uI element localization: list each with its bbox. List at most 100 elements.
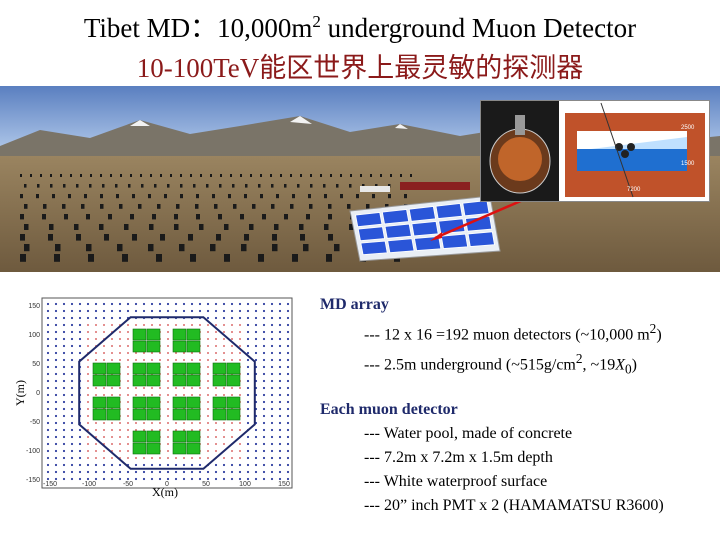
- array-detector-dot: [215, 345, 217, 347]
- array-detector-dot: [103, 345, 105, 347]
- field-detector: [310, 174, 312, 177]
- array-detector-dot: [127, 443, 129, 445]
- array-detector-dot: [262, 372, 266, 376]
- field-detector: [274, 224, 279, 230]
- array-detector-dot: [54, 442, 58, 446]
- array-detector-dot: [278, 400, 282, 404]
- array-detector-dot: [54, 302, 58, 306]
- array-detector-dot: [134, 463, 138, 467]
- array-detector-dot: [191, 422, 193, 424]
- field-detector: [130, 214, 134, 220]
- field-detector: [220, 174, 222, 177]
- field-detector: [366, 204, 370, 209]
- array-detector-dot: [254, 344, 258, 348]
- array-detector-dot: [143, 429, 145, 431]
- field-detector: [219, 184, 222, 188]
- array-detector-dot: [151, 324, 153, 326]
- array-detector-dot: [183, 422, 185, 424]
- array-detector-dot: [270, 477, 274, 481]
- array-detector-dot: [270, 400, 274, 404]
- array-detector-dot: [270, 358, 274, 362]
- array-detector-dot: [207, 359, 209, 361]
- field-detector: [241, 244, 247, 252]
- field-detector: [199, 224, 204, 230]
- array-detector-dot: [127, 401, 129, 403]
- array-detector-dot: [70, 407, 74, 411]
- array-detector-dot: [270, 330, 274, 334]
- array-detector-dot: [166, 302, 170, 306]
- field-detector: [119, 204, 123, 209]
- array-detector-dot: [46, 456, 50, 460]
- array-detector-dot: [70, 386, 74, 390]
- field-detector: [37, 184, 40, 188]
- array-detector-dot: [270, 372, 274, 376]
- array-detector-dot: [94, 470, 98, 474]
- array-detector-dot: [206, 302, 210, 306]
- array-detector-dot: [111, 359, 113, 361]
- field-detector: [388, 184, 391, 188]
- array-detector-dot: [254, 428, 258, 432]
- array-detector-dot: [223, 429, 225, 431]
- array-detector-dot: [198, 477, 202, 481]
- array-detector-dot: [119, 443, 121, 445]
- array-detector-dot: [286, 477, 290, 481]
- field-detector: [330, 174, 332, 177]
- array-detector-dot: [127, 450, 129, 452]
- array-detector-dot: [286, 393, 290, 397]
- array-detector-dot: [207, 352, 209, 354]
- field-detector: [48, 234, 53, 241]
- field-detector: [120, 174, 122, 177]
- array-detector-dot: [95, 450, 97, 452]
- array-detector-dot: [262, 386, 266, 390]
- array-detector-dot: [174, 309, 178, 313]
- array-detector-dot: [278, 428, 282, 432]
- array-detector-dot: [239, 345, 241, 347]
- array-detector-dot: [167, 436, 169, 438]
- array-detector-dot: [62, 365, 66, 369]
- field-detector: [115, 184, 118, 188]
- title-prefix: Tibet MD：10,000m: [83, 13, 313, 43]
- array-detector-dot: [223, 324, 225, 326]
- field-detector: [188, 234, 193, 241]
- array-detector-dot: [207, 450, 209, 452]
- array-detector-dot: [190, 309, 194, 313]
- array-detector-dot: [223, 352, 225, 354]
- field-detector: [76, 184, 79, 188]
- array-detector-dot: [78, 456, 82, 460]
- field-detector: [100, 194, 103, 199]
- field-detector: [370, 174, 372, 177]
- array-detector-dot: [270, 323, 274, 327]
- field-detector: [292, 254, 298, 262]
- array-detector-dot: [78, 351, 82, 355]
- array-detector-dot: [199, 324, 201, 326]
- field-detector: [54, 254, 60, 262]
- array-detector-dot: [270, 407, 274, 411]
- array-detector-dot: [167, 443, 169, 445]
- field-detector: [308, 194, 311, 199]
- field-detector: [410, 174, 412, 177]
- array-detector-dot: [127, 429, 129, 431]
- array-detector-dot: [223, 387, 225, 389]
- field-detector: [90, 174, 92, 177]
- array-detector-dot: [215, 436, 217, 438]
- x-tick-label: -150: [43, 481, 57, 488]
- array-detector-dot: [167, 450, 169, 452]
- field-detector: [110, 174, 112, 177]
- array-detector-dot: [278, 379, 282, 383]
- array-detector-dot: [111, 324, 113, 326]
- y-tick-label: -50: [30, 419, 40, 426]
- array-detector-dot: [103, 359, 105, 361]
- array-detector-dot: [254, 337, 258, 341]
- array-detector-dot: [286, 379, 290, 383]
- array-detector-dot: [127, 380, 129, 382]
- x-tick-label: 0: [165, 481, 169, 488]
- array-detector-dot: [70, 421, 74, 425]
- field-detector: [122, 254, 128, 262]
- array-detector-dot: [182, 309, 186, 313]
- array-detector-dot: [286, 407, 290, 411]
- array-detector-dot: [190, 463, 194, 467]
- array-detector-dot: [119, 394, 121, 396]
- array-detector-dot: [87, 401, 89, 403]
- array-detector-dot: [246, 477, 250, 481]
- field-detector: [300, 234, 305, 241]
